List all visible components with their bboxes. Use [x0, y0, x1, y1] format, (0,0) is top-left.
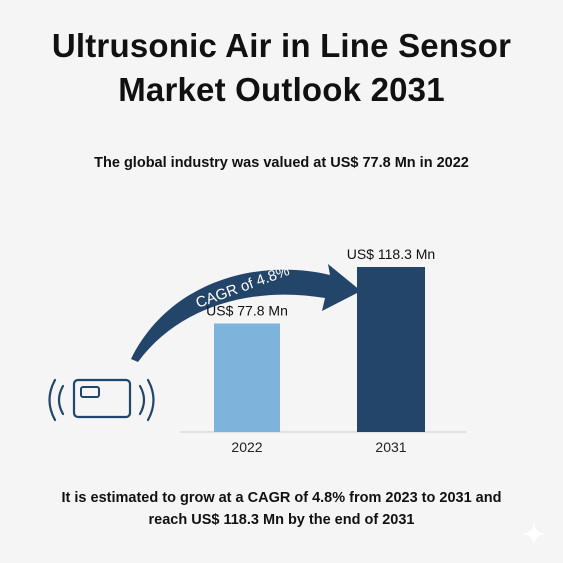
footer-note: It is estimated to grow at a CAGR of 4.8…	[20, 487, 543, 531]
sensor-signal-icon	[48, 378, 155, 422]
data-label-2022: US$ 77.8 Mn	[206, 302, 288, 318]
title-line-2: Market Outlook 2031	[118, 71, 445, 108]
bar-2022	[214, 323, 280, 432]
page-title: Ultrusonic Air in Line Sensor Market Out…	[0, 24, 563, 112]
x-tick-label-2031: 2031	[375, 439, 406, 455]
cagr-arrow	[131, 264, 361, 362]
sparkle-icon	[522, 522, 546, 546]
subtitle: The global industry was valued at US$ 77…	[94, 155, 469, 171]
footer-line-2: reach US$ 118.3 Mn by the end of 2031	[148, 512, 415, 528]
data-label-2031: US$ 118.3 Mn	[347, 246, 435, 262]
title-line-1: Ultrusonic Air in Line Sensor	[51, 27, 512, 64]
footer-line-1: It is estimated to grow at a CAGR of 4.8…	[61, 490, 502, 506]
bar-2031	[357, 267, 425, 432]
x-tick-label-2022: 2022	[231, 439, 262, 455]
